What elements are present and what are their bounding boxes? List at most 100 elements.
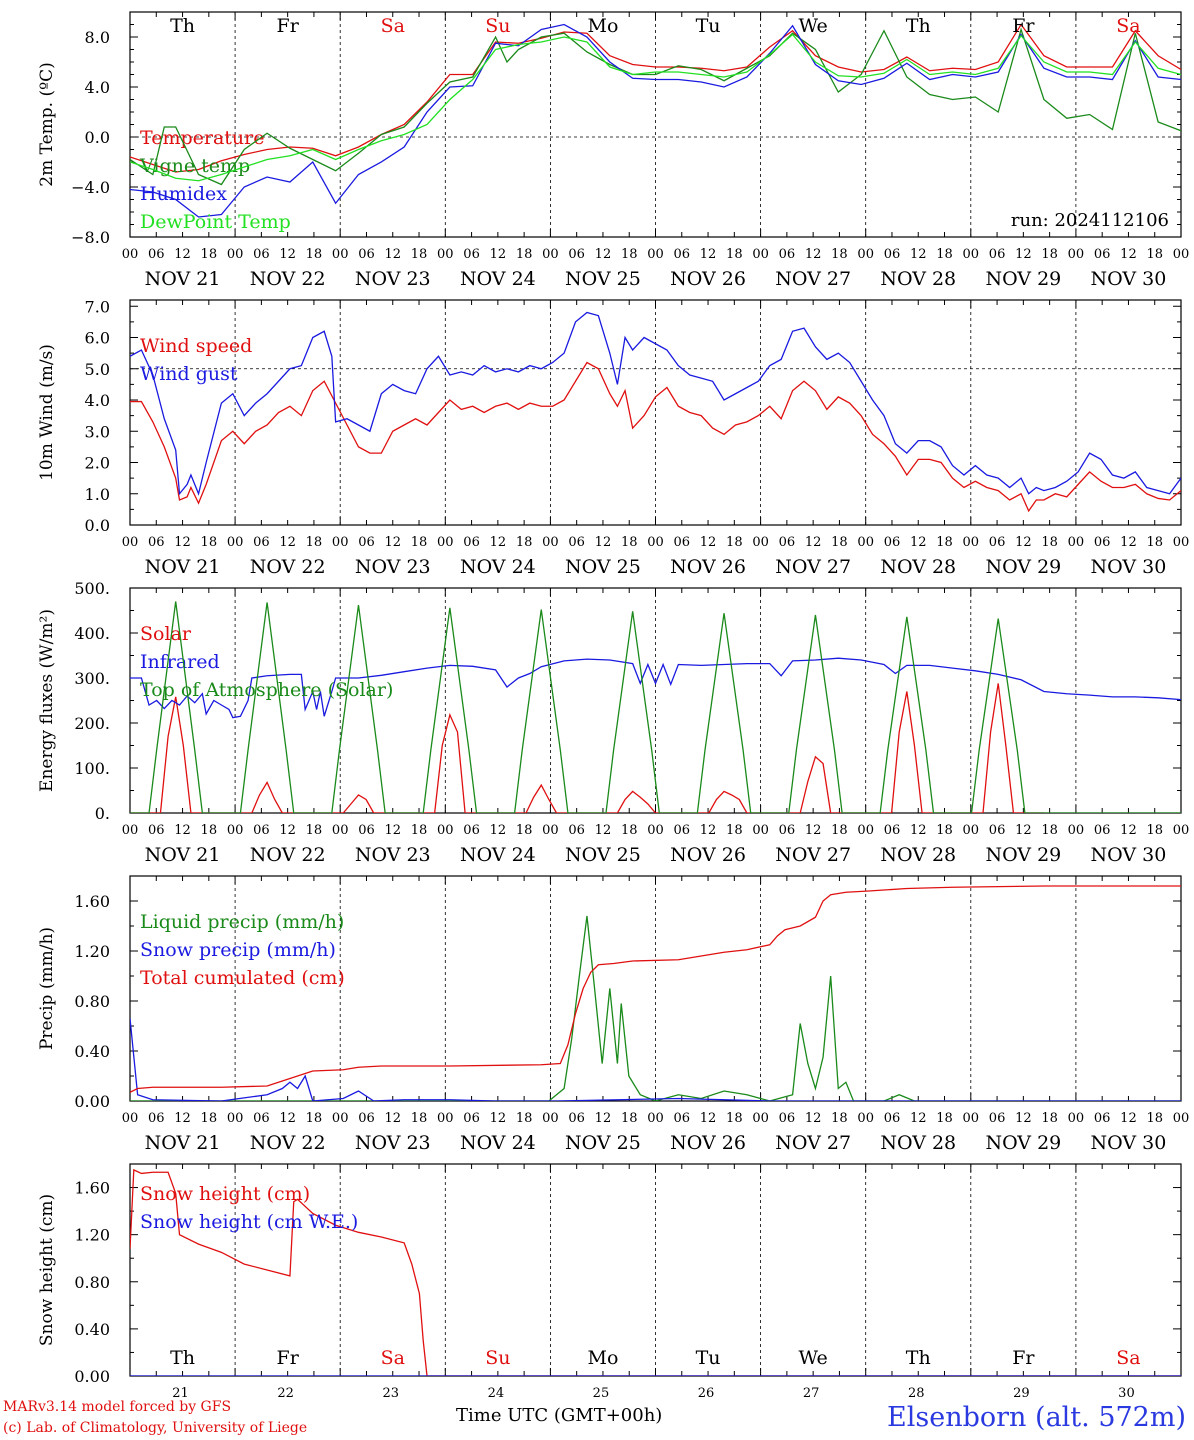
temp-date-label: NOV 28 (880, 268, 956, 290)
snow-legend-0: Snow height (cm) (140, 1183, 310, 1205)
precip-series-snow-precip-mm-h- (130, 1018, 1181, 1101)
flux-hour-label: 06 (989, 823, 1006, 838)
precip-hour-label: 00 (857, 1111, 874, 1126)
flux-date-label: NOV 24 (460, 844, 536, 866)
wind-hour-label: 00 (542, 535, 559, 550)
flux-y-tick-label: 300. (74, 669, 110, 688)
snow-day-number: 22 (277, 1386, 294, 1400)
flux-hour-label: 12 (279, 823, 296, 838)
temp-hour-label: 00 (752, 247, 769, 262)
wind-hour-label: 06 (463, 535, 480, 550)
wind-hour-label: 18 (1146, 535, 1163, 550)
flux-hour-label: 06 (779, 823, 796, 838)
flux-hour-label: 00 (857, 823, 874, 838)
wind-hour-label: 18 (516, 535, 533, 550)
flux-hour-label: 06 (148, 823, 165, 838)
wind-date-label: NOV 27 (775, 556, 851, 578)
flux-series-infrared (130, 657, 1181, 719)
precip-panel: 0.00 0.40 0.80 1.20 1.60 Precip (mm/h) Liquid … (37, 875, 1189, 1154)
precip-hour-label: 12 (1015, 1111, 1032, 1126)
precip-hour-label: 12 (595, 1111, 612, 1126)
snow-day-number: 28 (908, 1386, 925, 1400)
snow-panel: 0.00 0.40 0.80 1.20 1.60 Snow height (cm) Snow… (37, 1163, 1182, 1400)
temp-date-label: NOV 29 (985, 268, 1061, 290)
precip-date-label: NOV 29 (985, 1132, 1061, 1154)
precip-hour-label: 00 (647, 1111, 664, 1126)
meteogram-chart: −8.0 −4.0 0.0 4.0 8.0 2m Temp. (ºC) Temperatur… (37, 11, 1189, 1400)
wind-hour-label: 06 (779, 535, 796, 550)
flux-date-label: NOV 21 (145, 844, 221, 866)
flux-hour-label: 12 (490, 823, 507, 838)
flux-y-tick-label: 0. (95, 804, 110, 823)
temp-hour-label: 06 (358, 247, 375, 262)
wind-y-tick-label: 6.0 (85, 329, 110, 348)
precip-hour-label: 18 (516, 1111, 533, 1126)
temp-hour-label: 12 (279, 247, 296, 262)
flux-hour-label: 18 (726, 823, 743, 838)
wind-hour-label: 18 (411, 535, 428, 550)
snow-day-number: 25 (593, 1386, 610, 1400)
flux-legend-1: Infrared (140, 651, 220, 673)
temp-hour-label: 00 (437, 247, 454, 262)
temp-date-label: NOV 25 (565, 268, 641, 290)
temp-day-label: Sa (381, 15, 405, 37)
flux-y-tick-label: 100. (74, 759, 110, 778)
wind-hour-label: 00 (1173, 535, 1190, 550)
temp-hour-label: 18 (726, 247, 743, 262)
wind-hour-label: 12 (174, 535, 191, 550)
temp-hour-label: 18 (831, 247, 848, 262)
temp-hour-label: 00 (963, 247, 980, 262)
wind-date-label: NOV 22 (250, 556, 326, 578)
snow-day-number: 27 (803, 1386, 820, 1400)
wind-hour-label: 12 (1015, 535, 1032, 550)
flux-hour-label: 18 (411, 823, 428, 838)
precip-y-axis-label: Precip (mm/h) (37, 927, 57, 1050)
wind-hour-label: 06 (568, 535, 585, 550)
snow-day-label: Su (485, 1347, 510, 1369)
wind-date-label: NOV 28 (880, 556, 956, 578)
precip-hour-label: 06 (463, 1111, 480, 1126)
precip-hour-label: 12 (805, 1111, 822, 1126)
precip-hour-label: 00 (437, 1111, 454, 1126)
temp-day-label: Sa (1116, 15, 1140, 37)
wind-hour-label: 00 (963, 535, 980, 550)
precip-hour-label: 06 (884, 1111, 901, 1126)
precip-date-label: NOV 23 (355, 1132, 431, 1154)
precip-legend-1: Snow precip (mm/h) (140, 939, 336, 961)
precip-hour-label: 12 (1120, 1111, 1137, 1126)
wind-hour-label: 06 (674, 535, 691, 550)
temp-hour-label: 12 (700, 247, 717, 262)
temp-hour-label: 00 (1068, 247, 1085, 262)
wind-y-tick-label: 7.0 (85, 297, 110, 316)
precip-date-label: NOV 30 (1091, 1132, 1167, 1154)
flux-y-tick-label: 500. (74, 579, 110, 598)
temp-y-tick-label: 8.0 (85, 28, 110, 47)
flux-hour-label: 00 (1068, 823, 1085, 838)
temp-y-tick-label: 0.0 (85, 128, 110, 147)
flux-hour-label: 00 (122, 823, 139, 838)
station-title: Elsenborn (alt. 572m) (887, 1402, 1186, 1433)
flux-date-label: NOV 30 (1091, 844, 1167, 866)
precip-date-label: NOV 24 (460, 1132, 536, 1154)
precip-date-label: NOV 22 (250, 1132, 326, 1154)
temp-legend-3: DewPoint Temp (140, 211, 291, 233)
temp-hour-label: 12 (805, 247, 822, 262)
temp-series-temperature (130, 23, 1181, 173)
flux-hour-label: 18 (621, 823, 638, 838)
temp-hour-label: 06 (463, 247, 480, 262)
wind-hour-label: 12 (805, 535, 822, 550)
flux-hour-label: 06 (884, 823, 901, 838)
precip-hour-label: 12 (384, 1111, 401, 1126)
wind-hour-label: 06 (358, 535, 375, 550)
wind-date-label: NOV 23 (355, 556, 431, 578)
temp-y-tick-label: −8.0 (71, 228, 110, 247)
precip-hour-label: 00 (332, 1111, 349, 1126)
wind-series-wind-gust (130, 311, 1181, 496)
wind-panel: 0.0 1.0 2.0 3.0 4.0 5.0 6.0 7.0 10m Wind (m/s) Wi… (37, 297, 1189, 578)
flux-hour-label: 12 (595, 823, 612, 838)
temp-series-humidex (130, 23, 1181, 218)
precip-hour-label: 18 (201, 1111, 218, 1126)
precip-hour-label: 06 (358, 1111, 375, 1126)
precip-hour-label: 18 (726, 1111, 743, 1126)
wind-date-label: NOV 30 (1091, 556, 1167, 578)
